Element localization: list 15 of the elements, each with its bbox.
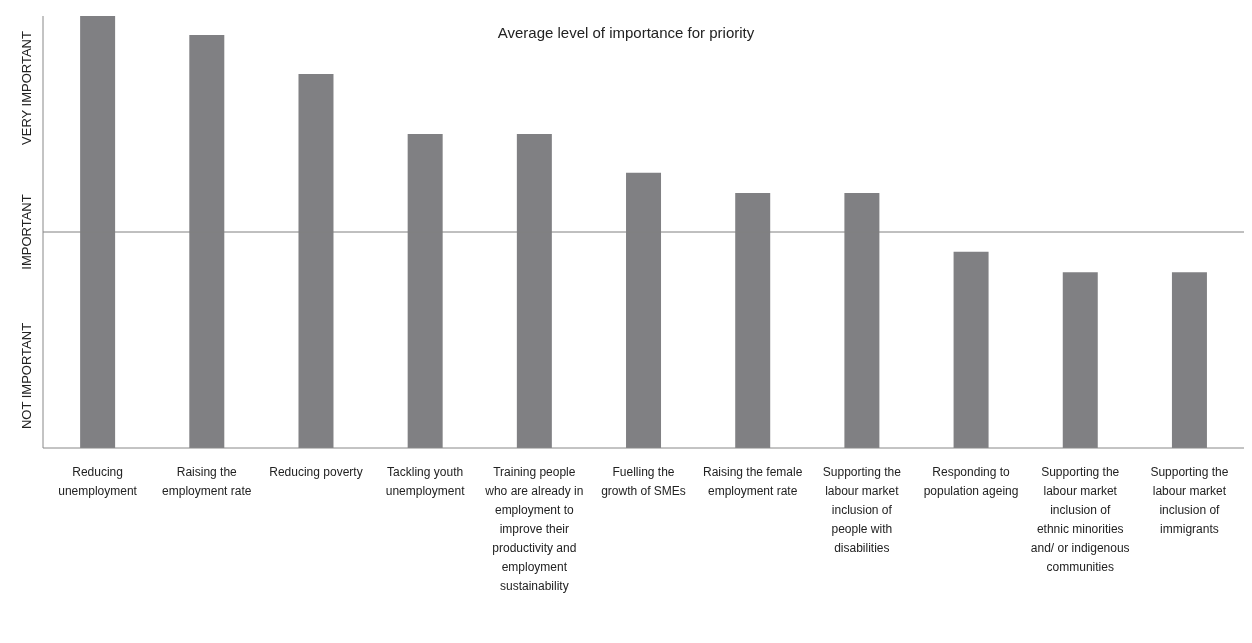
x-tick-label: Reducing poverty: [269, 465, 363, 479]
text: Average level of importance for priority: [497, 24, 755, 41]
x-tick-label: Reducing unemployment: [58, 465, 138, 498]
x-tick-label: Tackling youth unemployment: [385, 465, 466, 498]
x-tick-label: Raising the employment rate: [162, 465, 252, 498]
x-tick-label: Training people who are already in employment to improve their productivity and employment sustainability: [484, 465, 584, 593]
x-tick-label: Supporting the labour market inclusion of ethnic minorities and/ or indigenous communities: [1030, 465, 1130, 574]
text: IMPORTANT: [18, 194, 34, 270]
x-tick-label: Supporting the labour market inclusion of immigrants: [1150, 465, 1229, 536]
x-tick-label: Supporting the labour market inclusion of people with disabilities: [822, 465, 902, 555]
x-tick-label: Fuelling the growth of SMEs: [601, 465, 686, 498]
text: VERY IMPORTANT: [18, 31, 34, 145]
text: NOT IMPORTANT: [18, 322, 34, 430]
x-tick-label: Responding to population ageing: [923, 465, 1019, 498]
x-tick-label: Raising the female employment rate: [702, 465, 803, 498]
